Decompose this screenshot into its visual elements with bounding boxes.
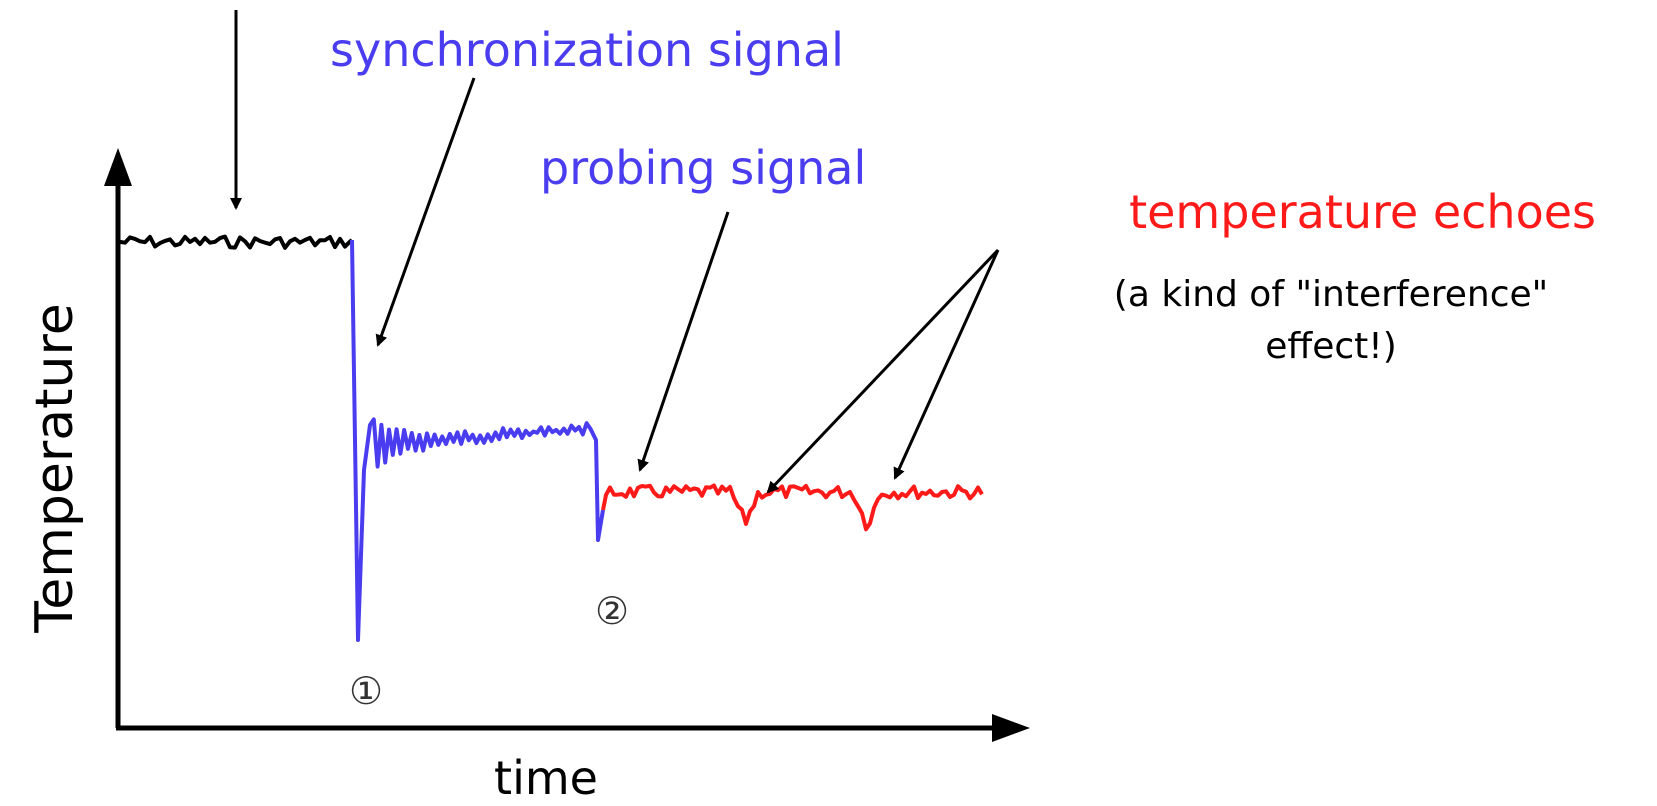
echo-pointer-arrow-2 xyxy=(893,249,1000,480)
y-axis-arrowhead xyxy=(104,148,132,186)
probing-signal-label: probing signal xyxy=(540,141,866,195)
synchronization-probing-trace xyxy=(350,239,605,642)
temperature-echoes-label: temperature echoes xyxy=(1129,185,1596,239)
sync-signal-label: synchronization signal xyxy=(330,23,844,77)
x-axis-arrowhead xyxy=(992,714,1030,742)
interference-note-line1: (a kind of "interference" xyxy=(1114,274,1548,315)
x-axis-label: time xyxy=(494,751,598,805)
echo-pointer-arrow-1 xyxy=(766,248,1000,494)
sync-pointer-arrow xyxy=(375,77,476,347)
marker-2: ② xyxy=(595,589,629,633)
y-axis-label: Temperature xyxy=(25,303,85,633)
interference-note-line2: effect!) xyxy=(1265,326,1396,367)
echo-trace xyxy=(601,483,984,532)
baseline-trace xyxy=(117,234,354,250)
probe-pointer-arrow xyxy=(637,211,730,472)
marker-1: ① xyxy=(349,669,383,713)
